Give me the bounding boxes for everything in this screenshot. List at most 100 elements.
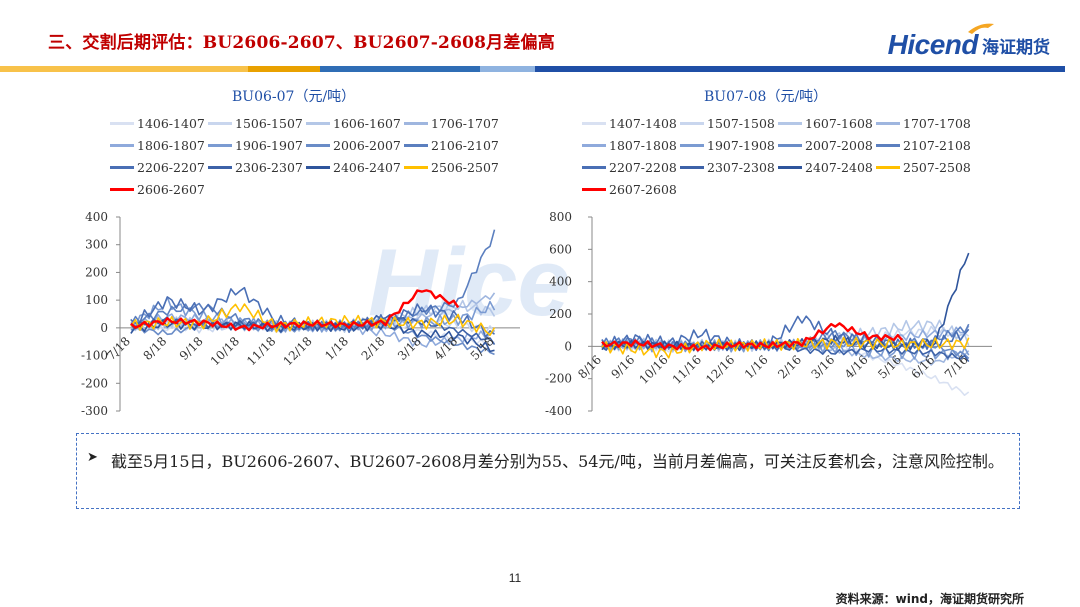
legend-label: 1607-1608 bbox=[805, 116, 873, 131]
legend-item: 2306-2307 bbox=[208, 160, 303, 175]
legend-label: 2207-2208 bbox=[609, 160, 677, 175]
legend-swatch bbox=[306, 122, 330, 125]
legend-swatch bbox=[680, 122, 704, 125]
legend-item: 1706-1707 bbox=[404, 116, 499, 131]
x-tick-label: 11/18 bbox=[244, 334, 278, 368]
legend-item: 2307-2308 bbox=[680, 160, 775, 175]
header-stripe-orange bbox=[248, 66, 320, 72]
legend-label: 1907-1908 bbox=[707, 138, 775, 153]
legend-item: 1506-1507 bbox=[208, 116, 303, 131]
legend-swatch bbox=[404, 166, 428, 169]
y-tick-label: 300 bbox=[85, 238, 108, 252]
y-tick-label: 200 bbox=[85, 265, 108, 279]
chart-title-right: BU07-08（元/吨） bbox=[704, 89, 828, 105]
x-tick-label: 3/18 bbox=[395, 334, 424, 363]
legend-item: 1606-1607 bbox=[306, 116, 401, 131]
legend-label: 2107-2108 bbox=[903, 138, 971, 153]
legend-item: 2606-2607 bbox=[110, 182, 205, 197]
arrow-bullet-icon: ➤ bbox=[87, 450, 98, 465]
x-tick-label: 10/16 bbox=[636, 353, 670, 387]
header-stripe-blue bbox=[320, 66, 480, 72]
legend-item: 1707-1708 bbox=[876, 116, 971, 131]
legend-item: 2006-2007 bbox=[306, 138, 401, 153]
series-line-2606-2607 bbox=[130, 289, 460, 332]
logo-en-text: Hicend bbox=[887, 29, 979, 60]
legend-label: 1506-1507 bbox=[235, 116, 303, 131]
legend-swatch bbox=[208, 122, 232, 125]
x-tick-label: 10/18 bbox=[208, 334, 242, 368]
data-source: 资料来源：wind，海证期货研究所 bbox=[835, 592, 1024, 606]
series-line-2206-2207 bbox=[130, 286, 495, 338]
legend-label: 1606-1607 bbox=[333, 116, 401, 131]
legend-label: 1706-1707 bbox=[431, 116, 499, 131]
legend-item: 1806-1807 bbox=[110, 138, 205, 153]
legend-item: 2507-2508 bbox=[876, 160, 971, 175]
y-tick-label: 400 bbox=[549, 275, 572, 289]
legend-swatch bbox=[582, 166, 606, 169]
legend-swatch bbox=[582, 144, 606, 147]
legend-label: 2607-2608 bbox=[609, 182, 677, 197]
legend-item: 1906-1907 bbox=[208, 138, 303, 153]
legend-item: 2406-2407 bbox=[306, 160, 401, 175]
legend-label: 2206-2207 bbox=[137, 160, 205, 175]
legend-label: 1407-1408 bbox=[609, 116, 677, 131]
x-tick-label: 2/16 bbox=[775, 353, 804, 382]
legend-swatch bbox=[582, 188, 606, 191]
legend-swatch bbox=[778, 166, 802, 169]
legend-label: 2407-2408 bbox=[805, 160, 873, 175]
legend-item: 2107-2108 bbox=[876, 138, 971, 153]
legend-label: 1507-1508 bbox=[707, 116, 775, 131]
legend-swatch bbox=[404, 144, 428, 147]
y-tick-label: -300 bbox=[81, 404, 108, 418]
x-tick-label: 2/18 bbox=[359, 334, 388, 363]
legend-swatch bbox=[582, 122, 606, 125]
legend-item: 2407-2408 bbox=[778, 160, 873, 175]
x-tick-label: 9/16 bbox=[608, 353, 637, 382]
legend-swatch bbox=[110, 144, 134, 147]
legend-item: 2506-2507 bbox=[404, 160, 499, 175]
x-tick-label: 3/16 bbox=[808, 353, 837, 382]
legend-label: 1906-1907 bbox=[235, 138, 303, 153]
header-stripe-navy bbox=[535, 66, 1065, 72]
x-tick-label: 5/16 bbox=[875, 353, 904, 382]
y-tick-label: 100 bbox=[85, 293, 108, 307]
legend-swatch bbox=[404, 122, 428, 125]
legend-label: 1807-1808 bbox=[609, 138, 677, 153]
legend-swatch bbox=[680, 144, 704, 147]
legend-swatch bbox=[208, 166, 232, 169]
legend-label: 1806-1807 bbox=[137, 138, 205, 153]
legend-item: 1807-1808 bbox=[582, 138, 677, 153]
legend-swatch bbox=[110, 188, 134, 191]
legend-label: 1707-1708 bbox=[903, 116, 971, 131]
y-tick-label: -200 bbox=[545, 372, 572, 386]
legend-item: 1507-1508 bbox=[680, 116, 775, 131]
legend-item: 2007-2008 bbox=[778, 138, 873, 153]
legend-label: 2307-2308 bbox=[707, 160, 775, 175]
y-tick-label: -200 bbox=[81, 376, 108, 390]
chart-plot-left: 400 300 200 100 0 -100 -200 -300 7/18 8/18 9/18 10/… bbox=[81, 210, 520, 418]
legend-label: 1406-1407 bbox=[137, 116, 205, 131]
y-tick-label: 600 bbox=[549, 242, 572, 256]
legend-swatch bbox=[208, 144, 232, 147]
chart-legend-right: 1407-1408 1507-1508 1607-1608 1707-1708 1807… bbox=[582, 116, 1022, 208]
chart-legend-left: 1406-1407 1506-1507 1606-1607 1706-1707 1806… bbox=[110, 116, 550, 208]
x-tick-label: 4/16 bbox=[842, 353, 871, 382]
legend-label: 2606-2607 bbox=[137, 182, 205, 197]
legend-item: 2207-2208 bbox=[582, 160, 677, 175]
legend-swatch bbox=[110, 166, 134, 169]
page-title: 三、交割后期评估：BU2606-2607、BU2607-2608月差偏高 bbox=[48, 33, 555, 53]
legend-item: 1406-1407 bbox=[110, 116, 205, 131]
legend-label: 2306-2307 bbox=[235, 160, 303, 175]
legend-swatch bbox=[876, 166, 900, 169]
x-tick-label: 12/18 bbox=[280, 334, 314, 368]
x-tick-label: 9/18 bbox=[177, 334, 206, 363]
x-tick-label: 7/18 bbox=[104, 334, 133, 363]
series-line-2607-2608 bbox=[601, 322, 903, 352]
x-tick-label: 4/18 bbox=[431, 334, 460, 363]
x-tick-label: 11/16 bbox=[670, 353, 704, 387]
legend-swatch bbox=[110, 122, 134, 125]
legend-item: 2206-2207 bbox=[110, 160, 205, 175]
company-logo: Hicend 海证期货 bbox=[887, 23, 1050, 66]
legend-swatch bbox=[778, 144, 802, 147]
legend-item: 1607-1608 bbox=[778, 116, 873, 131]
